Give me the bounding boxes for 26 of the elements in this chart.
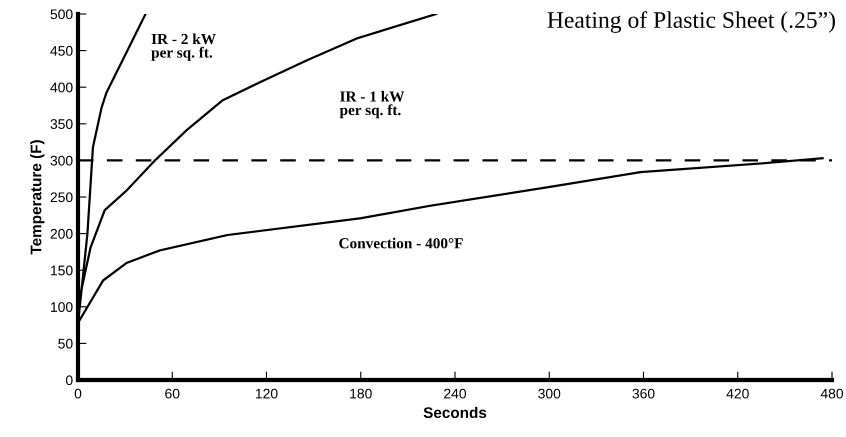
- series-label: Convection - 400°F: [339, 238, 463, 248]
- y-tick-label: 350: [50, 119, 73, 129]
- y-tick-label: 250: [50, 192, 73, 202]
- y-tick-label: 100: [51, 302, 73, 312]
- x-tick-label: 480: [820, 388, 844, 399]
- y-tick-label: 450: [50, 46, 73, 56]
- series-label: IR - 2 kW per sq. ft.: [151, 33, 216, 61]
- y-axis-title: Temperature (F): [30, 140, 44, 254]
- x-axis-title: Seconds: [424, 406, 486, 418]
- chart-title: Heating of Plastic Sheet (.25”): [548, 11, 835, 33]
- x-tick-label: 360: [632, 388, 655, 399]
- x-tick-label: 240: [444, 388, 466, 399]
- x-tick-label: 60: [165, 388, 180, 399]
- y-tick-label: 500: [50, 9, 73, 20]
- text: IR - 1 kW per sq. ft.: [340, 90, 404, 118]
- x-tick-label: 0: [74, 388, 82, 399]
- y-tick-label: 300: [50, 156, 73, 166]
- x-tick-label: 300: [538, 388, 560, 399]
- x-tick-label: 180: [350, 388, 372, 399]
- y-tick-label: 50: [58, 338, 73, 349]
- y-tick-label: 400: [50, 82, 73, 92]
- x-tick-label: 120: [256, 388, 278, 399]
- y-tick-label: 0: [66, 375, 73, 386]
- x-tick-label: 420: [726, 388, 749, 399]
- y-tick-label: 200: [50, 228, 73, 239]
- y-tick-label: 150: [51, 266, 73, 276]
